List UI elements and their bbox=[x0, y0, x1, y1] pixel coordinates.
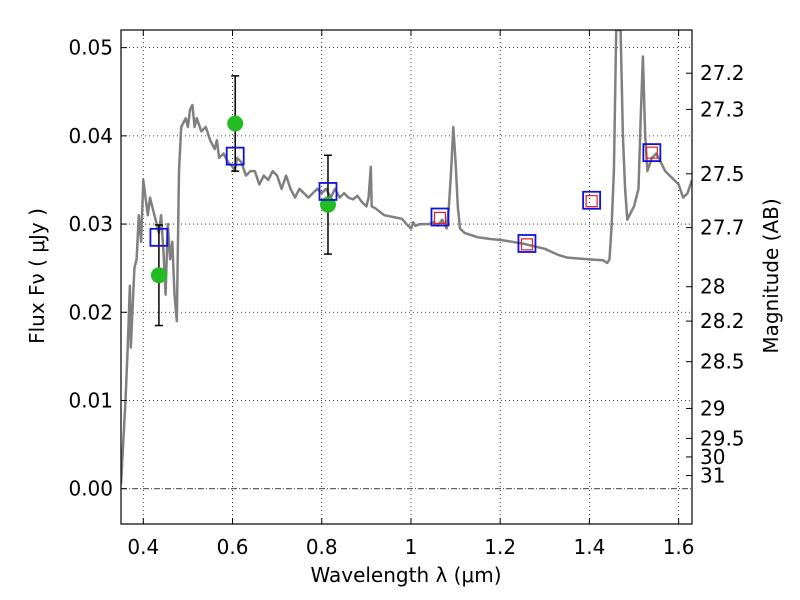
x-tick-label: 1.6 bbox=[663, 535, 695, 559]
x-tick-label: 1.2 bbox=[484, 535, 516, 559]
nir-point bbox=[520, 238, 534, 251]
x-tick-label: 0.4 bbox=[127, 535, 159, 559]
y2-tick-label: 27.2 bbox=[700, 61, 745, 85]
model-photometry-box bbox=[318, 182, 338, 201]
model-photometry-box bbox=[582, 190, 602, 210]
y2-tick-label: 28.2 bbox=[700, 309, 745, 333]
plot-frame bbox=[120, 29, 693, 525]
y2-tick-label: 29 bbox=[700, 396, 725, 420]
y2-tick-label: 27.7 bbox=[700, 216, 745, 240]
y2-tick-label: 27.5 bbox=[700, 162, 745, 186]
y-tick-label: 0.05 bbox=[68, 36, 113, 60]
model-spectrum-layer bbox=[121, 30, 692, 485]
y2-axis-label: Magnitude (AB) bbox=[759, 198, 783, 353]
model-photometry-box bbox=[149, 227, 169, 247]
tick-marks bbox=[121, 30, 692, 524]
y2-tick-label: 28.5 bbox=[700, 350, 745, 374]
observed-point bbox=[227, 115, 244, 132]
y-tick-label: 0.02 bbox=[68, 300, 113, 324]
y2-tick-label: 29.5 bbox=[700, 426, 745, 450]
y-tick-labels: 0.00 0.01 0.02 0.03 0.04 0.05 bbox=[68, 36, 113, 501]
photometry-layer bbox=[149, 75, 662, 327]
nir-point bbox=[585, 195, 598, 208]
y2-tick-label: 31 bbox=[700, 463, 725, 487]
nir-point bbox=[645, 146, 658, 159]
model-photometry-box bbox=[225, 146, 245, 166]
model-spectrum-line bbox=[121, 30, 692, 485]
model-photometry-box bbox=[642, 143, 662, 163]
observed-point bbox=[150, 267, 167, 284]
x-tick-label: 0.6 bbox=[217, 535, 249, 559]
y-tick-label: 0.04 bbox=[68, 124, 113, 148]
y-axis-label: Flux Fν ( μJy ) bbox=[25, 208, 49, 344]
grid bbox=[121, 30, 692, 524]
y2-tick-label: 28 bbox=[700, 275, 725, 299]
nir-point bbox=[433, 211, 447, 224]
y-tick-label: 0.00 bbox=[68, 477, 113, 501]
y-tick-label: 0.03 bbox=[68, 212, 113, 236]
x-axis-label: Wavelength λ (μm) bbox=[310, 563, 501, 587]
model-photometry-box bbox=[430, 207, 450, 227]
y2-tick-label: 27.3 bbox=[700, 97, 745, 121]
model-photometry-box bbox=[517, 234, 537, 253]
x-tick-label: 1.4 bbox=[573, 535, 605, 559]
x-tick-labels: 0.4 0.6 0.8 1 1.2 1.4 1.6 bbox=[127, 535, 694, 559]
y-tick-label: 0.01 bbox=[68, 389, 113, 413]
x-tick-label: 1 bbox=[405, 535, 418, 559]
y2-tick-label: 30 bbox=[700, 445, 725, 469]
x-tick-label: 0.8 bbox=[306, 535, 338, 559]
